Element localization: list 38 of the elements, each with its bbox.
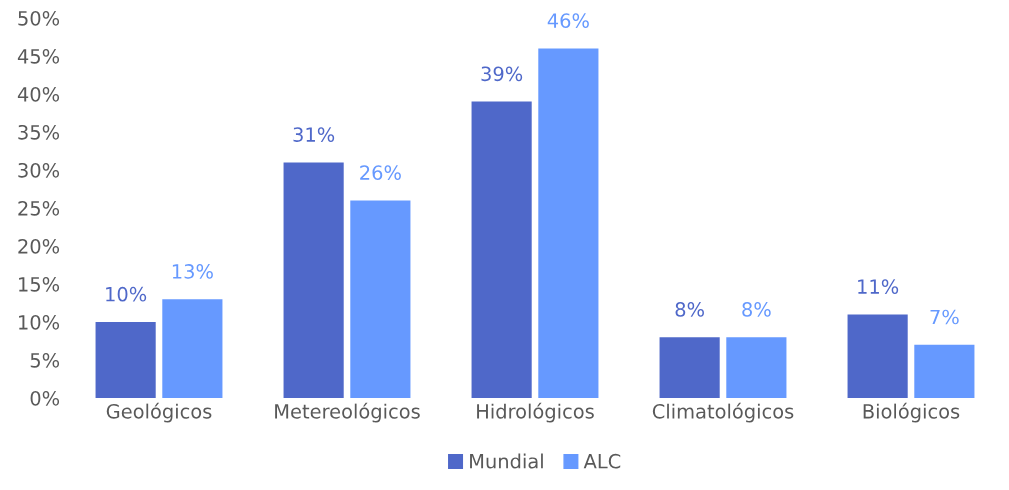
y-tick-label: 45% bbox=[17, 48, 60, 64]
bar bbox=[283, 162, 344, 398]
bar bbox=[538, 48, 599, 398]
y-tick-label: 25% bbox=[18, 200, 60, 216]
data-label: 7% bbox=[930, 309, 959, 325]
y-tick-label: 10% bbox=[19, 314, 60, 330]
bar bbox=[847, 314, 908, 398]
bar bbox=[350, 200, 411, 398]
data-label: 8% bbox=[675, 302, 704, 317]
data-label: 31% bbox=[293, 127, 335, 142]
data-label: 46% bbox=[547, 13, 589, 28]
data-label: 13% bbox=[172, 264, 213, 279]
y-tick-label: 50% bbox=[18, 10, 60, 26]
y-tick-label: 15% bbox=[19, 276, 60, 292]
y-tick-label: 35% bbox=[18, 124, 60, 140]
x-tick-label: Geológicos bbox=[106, 402, 212, 423]
y-tick-label: 5% bbox=[30, 352, 60, 368]
y-tick-label: 20% bbox=[18, 238, 60, 254]
data-label: 8% bbox=[742, 302, 771, 317]
data-label: 11% bbox=[858, 279, 899, 294]
data-label: 10% bbox=[106, 286, 147, 302]
y-tick-label: 30% bbox=[18, 162, 60, 178]
legend-label: ALC bbox=[583, 453, 621, 469]
x-tick-label: Biológicos bbox=[863, 402, 960, 423]
bar bbox=[914, 344, 975, 398]
bar bbox=[95, 322, 156, 398]
x-tick-label: Hidrológicos bbox=[477, 402, 594, 423]
y-tick-label: 0% bbox=[30, 390, 60, 406]
bar bbox=[162, 299, 223, 398]
x-tick-label: Metereológicos bbox=[275, 402, 420, 423]
bar bbox=[471, 101, 532, 398]
data-label: 26% bbox=[360, 165, 401, 180]
y-tick-label: 40% bbox=[17, 86, 60, 102]
data-label: 39% bbox=[481, 66, 523, 82]
legend-label: Mundial bbox=[470, 453, 543, 469]
x-tick-label: Climatológicos bbox=[652, 402, 794, 423]
bar bbox=[659, 337, 720, 398]
bar bbox=[726, 337, 787, 398]
